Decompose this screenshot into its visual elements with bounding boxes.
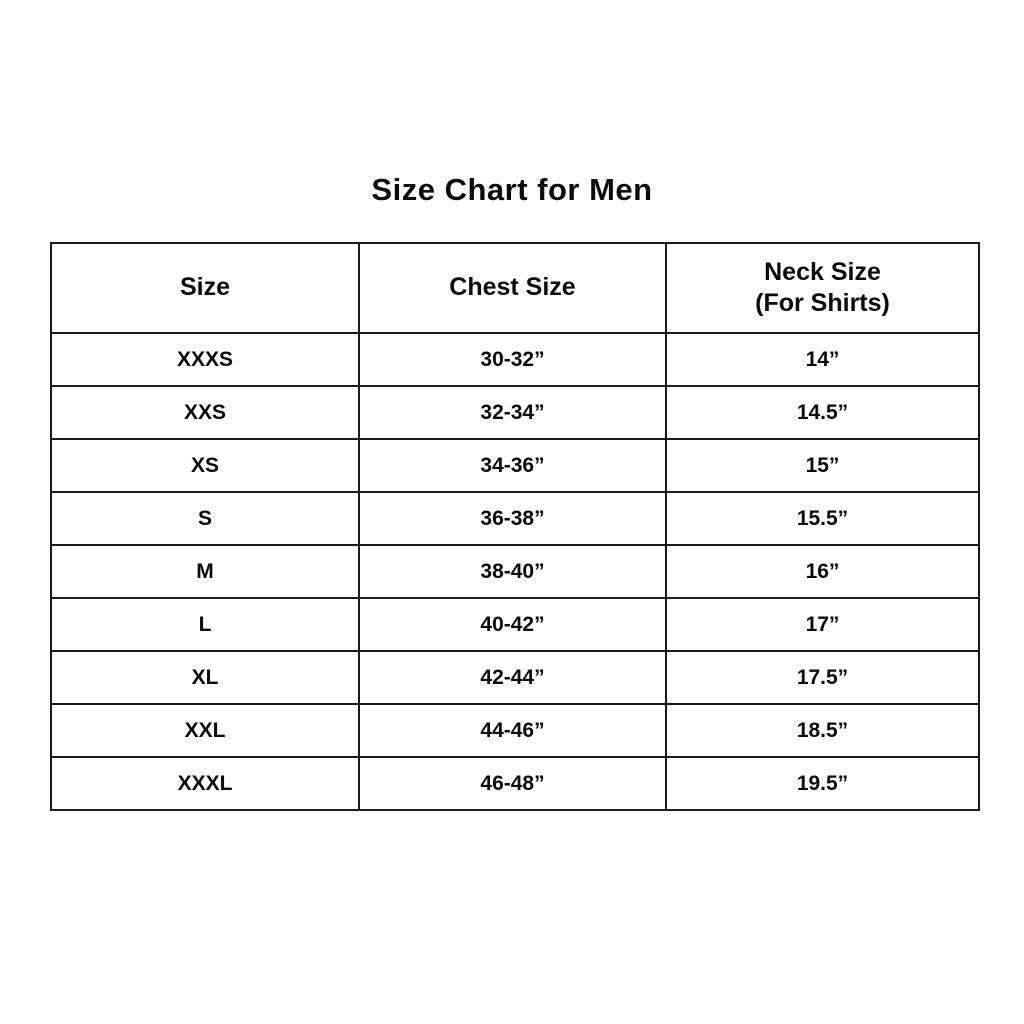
size-cell: XXXS	[50, 332, 360, 387]
neck-cell: 15.5”	[665, 491, 980, 546]
table-row: S 36-38” 15.5”	[50, 491, 980, 546]
table-row: XXS 32-34” 14.5”	[50, 385, 980, 440]
chest-cell: 42-44”	[358, 650, 667, 705]
table-row: XL 42-44” 17.5”	[50, 650, 980, 705]
table-row: M 38-40” 16”	[50, 544, 980, 599]
chest-cell: 36-38”	[358, 491, 667, 546]
column-header-chest-label: Chest Size	[449, 273, 576, 302]
neck-cell: 14.5”	[665, 385, 980, 440]
chest-cell: 32-34”	[358, 385, 667, 440]
table-row: XXXL 46-48” 19.5”	[50, 756, 980, 811]
chest-cell: 38-40”	[358, 544, 667, 599]
table-row: XXL 44-46” 18.5”	[50, 703, 980, 758]
table-row: L 40-42” 17”	[50, 597, 980, 652]
chest-cell: 44-46”	[358, 703, 667, 758]
neck-cell: 19.5”	[665, 756, 980, 811]
neck-cell: 17.5”	[665, 650, 980, 705]
table-row: XXXS 30-32” 14”	[50, 332, 980, 387]
column-header-size-label: Size	[179, 273, 231, 302]
size-cell: XS	[50, 438, 360, 493]
chest-cell: 30-32”	[358, 332, 667, 387]
column-header-neck: Neck Size (For Shirts)	[665, 242, 980, 334]
column-header-size: Size	[50, 242, 360, 334]
size-cell: XXS	[50, 385, 360, 440]
chest-cell: 40-42”	[358, 597, 667, 652]
chest-cell: 46-48”	[358, 756, 667, 811]
neck-cell: 18.5”	[665, 703, 980, 758]
column-header-chest: Chest Size	[358, 242, 667, 334]
neck-cell: 15”	[665, 438, 980, 493]
neck-cell: 14”	[665, 332, 980, 387]
size-cell: L	[50, 597, 360, 652]
page-title: Size Chart for Men	[371, 172, 653, 207]
size-cell: M	[50, 544, 360, 599]
table-header-row: Size Chest Size Neck Size (For Shirts)	[50, 242, 980, 334]
neck-cell: 17”	[665, 597, 980, 652]
size-cell: XXXL	[50, 756, 360, 811]
size-cell: XXL	[50, 703, 360, 758]
neck-cell: 16”	[665, 544, 980, 599]
size-cell: S	[50, 491, 360, 546]
column-header-neck-label-line2: (For Shirts)	[755, 289, 890, 317]
chest-cell: 34-36”	[358, 438, 667, 493]
size-cell: XL	[50, 650, 360, 705]
table-row: XS 34-36” 15”	[50, 438, 980, 493]
size-chart-table: Size Chest Size Neck Size (For Shirts) X…	[50, 242, 980, 811]
column-header-neck-label-line1: Neck Size	[764, 257, 881, 286]
